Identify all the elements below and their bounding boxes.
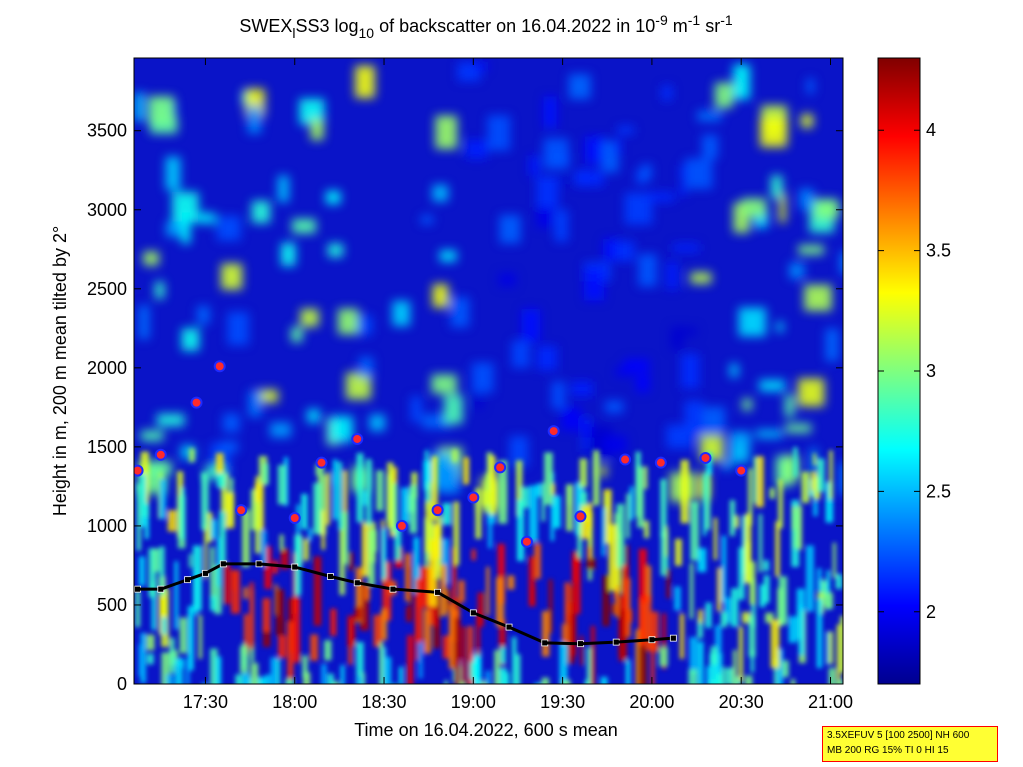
x-tick-label: 18:00 [272, 692, 317, 712]
y-tick-label: 0 [117, 674, 127, 694]
colorbar-tick-label: 2 [926, 602, 936, 622]
cloud-layer-point [494, 461, 507, 474]
cloud-layer-point [351, 432, 364, 445]
y-tick-label: 500 [97, 595, 127, 615]
y-tick-label: 2000 [87, 358, 127, 378]
colorbar-tick-label: 3.5 [926, 241, 951, 261]
y-tick-label: 1500 [87, 437, 127, 457]
mixing-layer-point [669, 634, 677, 642]
info-line-2: MB 200 RG 15% TI 0 HI 15 [827, 745, 949, 756]
y-tick-label: 2500 [87, 279, 127, 299]
colorbar-tick-label: 4 [926, 120, 936, 140]
cloud-layer-point [288, 512, 301, 525]
colorbar-gradient [877, 57, 921, 685]
cloud-layer-point [315, 456, 328, 469]
cloud-layer-point [395, 519, 408, 532]
x-tick-label: 20:00 [629, 692, 674, 712]
cloud-layer-point [735, 464, 748, 477]
cloud-layer-point [134, 464, 144, 477]
info-line-1: 3.5XEFUV 5 [100 2500] NH 600 [827, 730, 970, 741]
y-tick-label: 3500 [87, 121, 127, 141]
colorbar-tick-label: 3 [926, 361, 936, 381]
cloud-layer-point [235, 504, 248, 517]
processing-info-box: 3.5XEFUV 5 [100 2500] NH 600 MB 200 RG 1… [822, 726, 998, 762]
x-tick-label: 17:30 [183, 692, 228, 712]
cloud-layer-point [547, 425, 560, 438]
detection-markers [134, 360, 748, 648]
cloud-layer-point [213, 360, 226, 373]
y-axis-label: Height in m, 200 m mean tilted by 2° [50, 226, 70, 516]
y-tick-label: 1000 [87, 516, 127, 536]
cloud-layer-point [699, 451, 712, 464]
backscatter-heatmap [134, 58, 843, 684]
colorbar: 2 2.5 3 3.5 4 [877, 57, 951, 685]
cloud-layer-point [431, 504, 444, 517]
cloud-layer-point [520, 535, 533, 548]
chart-title: SWEXlSS3 log10 of backscatter on 16.04.2… [239, 12, 733, 41]
y-tick-label: 3000 [87, 200, 127, 220]
cloud-layer-point [190, 396, 203, 409]
x-tick-label: 18:30 [362, 692, 407, 712]
plot-frame [133, 57, 844, 685]
x-axis-label: Time on 16.04.2022, 600 s mean [354, 720, 618, 740]
x-tick-label: 19:00 [451, 692, 496, 712]
x-tick-label: 21:00 [808, 692, 853, 712]
x-tick-label: 19:30 [540, 692, 585, 712]
colorbar-tick-label: 2.5 [926, 481, 951, 501]
y-axis: 0 500 1000 1500 2000 2500 3000 3500 [87, 121, 843, 694]
cloud-layer-point [654, 456, 667, 469]
cloud-layer-point [467, 491, 480, 504]
cloud-layer-point [574, 510, 587, 523]
cloud-layer-point [619, 453, 632, 466]
x-axis: 17:30 18:00 18:30 19:00 19:30 20:00 20:30 21:00 [183, 58, 853, 712]
x-tick-label: 20:30 [719, 692, 764, 712]
cloud-layer-point [154, 448, 167, 461]
